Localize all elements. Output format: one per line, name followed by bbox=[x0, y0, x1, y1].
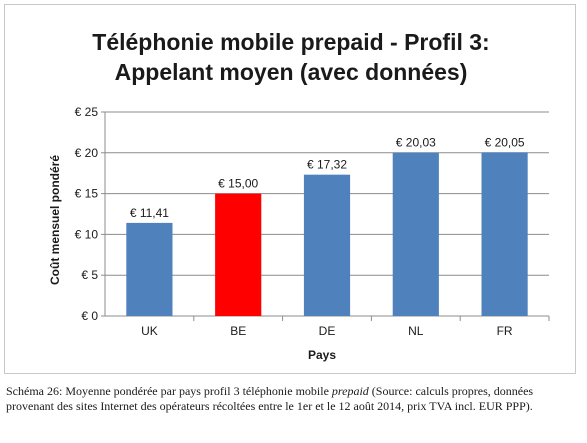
chart-title-line-1: Téléphonie mobile prepaid - Profil 3: bbox=[92, 29, 489, 55]
y-tick-label: € 5 bbox=[81, 268, 98, 282]
bar-chart: Téléphonie mobile prepaid - Profil 3: Ap… bbox=[48, 29, 550, 362]
x-tick-label-nl: NL bbox=[408, 324, 424, 338]
caption-prefix: Schéma 26: Moyenne pondérée par pays pro… bbox=[6, 384, 332, 398]
x-tick-label-be: BE bbox=[230, 324, 246, 338]
bar-uk bbox=[126, 222, 173, 316]
x-tick-label-fr: FR bbox=[497, 324, 513, 338]
y-axis-title: Coût mensuel pondéré bbox=[48, 155, 62, 285]
y-tick-label: € 25 bbox=[75, 105, 99, 119]
data-label-fr: € 20,05 bbox=[485, 135, 525, 149]
bar-be bbox=[215, 193, 262, 316]
x-axis-title: Pays bbox=[308, 348, 336, 362]
y-tick-label: € 15 bbox=[75, 187, 99, 201]
data-label-de: € 17,32 bbox=[307, 158, 347, 172]
data-label-uk: € 11,41 bbox=[130, 206, 169, 220]
x-tick-label-uk: UK bbox=[141, 324, 158, 338]
x-tick-label-de: DE bbox=[319, 324, 336, 338]
caption-suffix: (Source: calculs propres, données proven… bbox=[6, 384, 534, 413]
figure-caption: Schéma 26: Moyenne pondérée par pays pro… bbox=[6, 384, 584, 414]
data-label-be: € 15,00 bbox=[218, 177, 258, 191]
bar-fr bbox=[481, 152, 528, 316]
data-label-nl: € 20,03 bbox=[396, 136, 436, 150]
bar-nl bbox=[392, 152, 439, 316]
y-tick-label: € 10 bbox=[75, 227, 99, 241]
bar-de bbox=[303, 174, 351, 316]
caption-italic: prepaid bbox=[331, 384, 369, 398]
y-tick-label: € 0 bbox=[81, 309, 98, 323]
chart-frame: Téléphonie mobile prepaid - Profil 3: Ap… bbox=[4, 4, 576, 374]
y-tick-label: € 20 bbox=[75, 146, 99, 160]
chart-title-line-2: Appelant moyen (avec données) bbox=[115, 59, 468, 85]
